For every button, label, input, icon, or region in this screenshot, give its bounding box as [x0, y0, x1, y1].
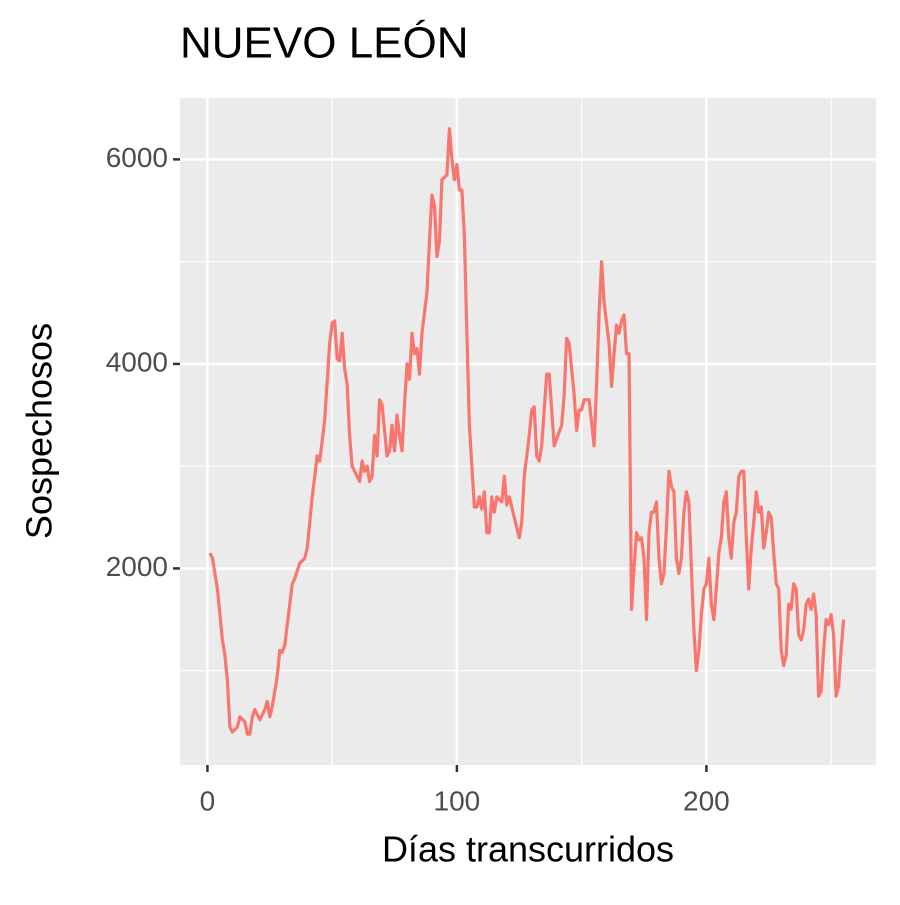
y-axis-title: Sospechosos: [19, 323, 60, 539]
panel: [180, 98, 876, 765]
x-axis-title: Días transcurridos: [382, 829, 674, 870]
x-tick-label: 200: [683, 785, 730, 816]
y-tick-label: 4000: [106, 346, 168, 377]
y-tick-label: 2000: [106, 551, 168, 582]
chart-title: NUEVO LEÓN: [180, 19, 469, 68]
y-tick-label: 6000: [106, 142, 168, 173]
line-series: [208, 127, 846, 736]
x-tick-label: 0: [200, 785, 216, 816]
x-tick-label: 100: [434, 785, 481, 816]
